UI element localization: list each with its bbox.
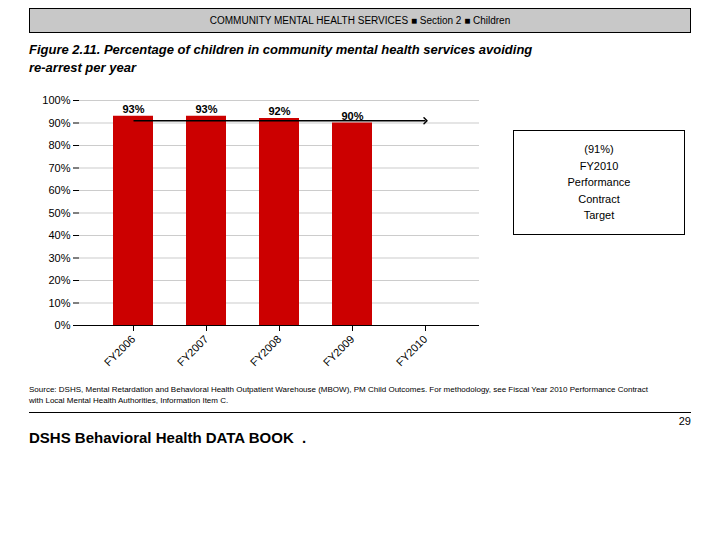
html-text:COMMUNITY MENTAL HEALTH SERVIC: COMMUNITY MENTAL HEALTH SERVICES ■ Secti… — [209, 15, 511, 26]
html-text:29: 29 — [678, 415, 691, 428]
svg-text:90%: 90% — [48, 117, 70, 129]
svg-text:FY2010: FY2010 — [394, 333, 430, 369]
svg-text:93%: 93% — [195, 103, 217, 115]
svg-text:FY2007: FY2007 — [175, 333, 211, 369]
svg-text:FY2006: FY2006 — [102, 333, 138, 369]
html-text:Figure 2.11. Percentage of chi: Figure 2.11. Percentage of children in c… — [29, 42, 533, 57]
svg-text:60%: 60% — [48, 184, 70, 196]
svg-text:80%: 80% — [48, 139, 70, 151]
html-text:(91%) FY2010 Performance Contr: (91%) FY2010 Performance Contract Target — [567, 143, 631, 222]
svg-text:100%: 100% — [42, 94, 70, 106]
svg-text:0%: 0% — [55, 319, 71, 331]
svg-text:FY2009: FY2009 — [321, 333, 357, 369]
svg-text:10%: 10% — [48, 297, 70, 309]
svg-text:40%: 40% — [48, 229, 70, 241]
svg-text:70%: 70% — [48, 162, 70, 174]
svg-text:90%: 90% — [341, 110, 363, 122]
html-text:Source: DSHS, Mental Retardati: Source: DSHS, Mental Retardation and Beh… — [29, 385, 648, 406]
svg-text:30%: 30% — [48, 252, 70, 264]
svg-text:FY2008: FY2008 — [248, 333, 284, 369]
svg-text:93%: 93% — [122, 103, 144, 115]
svg-text:20%: 20% — [48, 274, 70, 286]
svg-text:50%: 50% — [48, 207, 70, 219]
html-text:re-arrest per year: re-arrest per year — [29, 59, 136, 75]
html-text:DSHS Behavioral Health DATA BO: DSHS Behavioral Health DATA BOOK . — [29, 429, 307, 447]
svg-text:92%: 92% — [268, 105, 290, 117]
